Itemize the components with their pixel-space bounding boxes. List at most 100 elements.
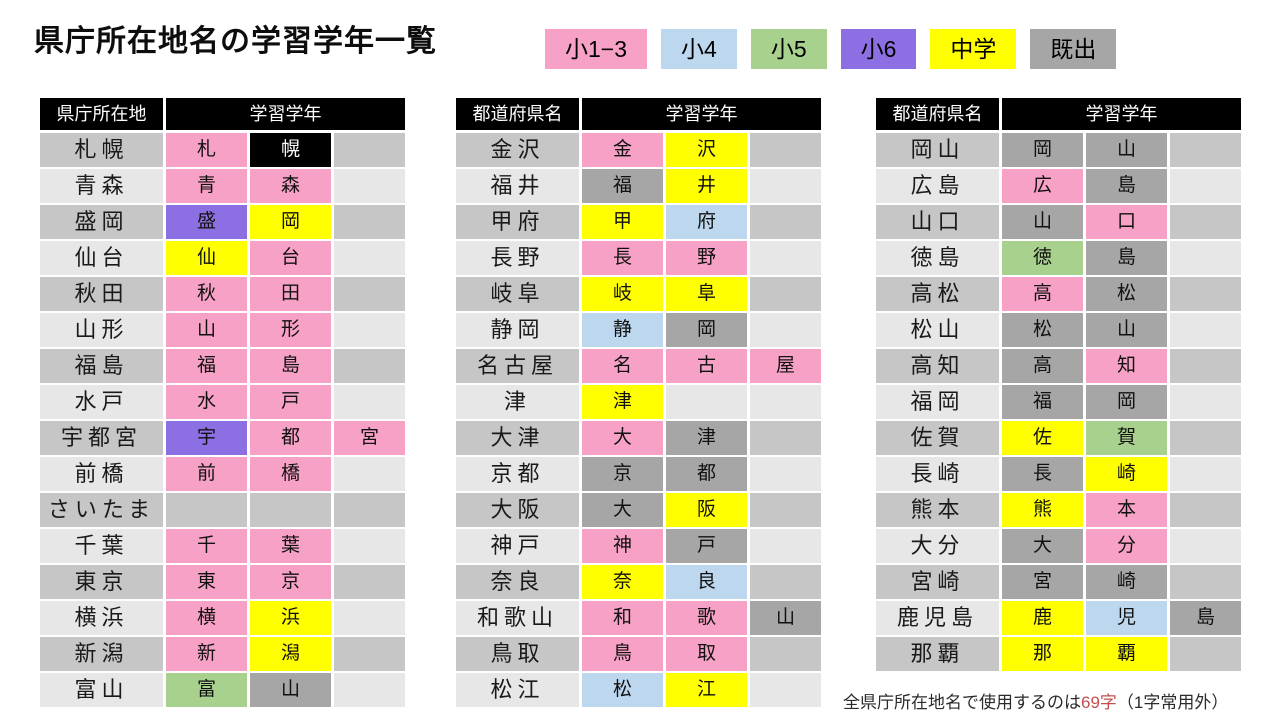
table-body: 札幌札幌青森青森盛岡盛岡仙台仙台秋田秋田山形山形福島福島水戸水戸宇都宮宇都宮前橋… (40, 133, 405, 707)
table-row: 大津大津 (456, 421, 821, 455)
kanji-grade-cell: 京 (250, 565, 331, 599)
kanji-grade-cell: 京 (582, 457, 663, 491)
kanji-grade-cell: 岡 (666, 313, 747, 347)
legend-item-pink: 小1−3 (545, 29, 648, 69)
empty-grade-cell (334, 169, 405, 203)
table-row: 富山富山 (40, 673, 405, 707)
kanji-grade-cell: 屋 (750, 349, 821, 383)
empty-grade-cell (1170, 385, 1241, 419)
empty-grade-cell (334, 313, 405, 347)
table-header-row: 都道府県名 学習学年 (876, 98, 1241, 130)
empty-grade-cell (334, 277, 405, 311)
city-name-cell: 高知 (876, 349, 999, 383)
city-name-cell: 水戸 (40, 385, 163, 419)
table-row: 静岡静岡 (456, 313, 821, 347)
kanji-grade-cell: 岡 (1002, 133, 1083, 167)
empty-grade-cell (334, 637, 405, 671)
table-row: 甲府甲府 (456, 205, 821, 239)
city-name-cell: 鳥取 (456, 637, 579, 671)
table-capital-names-2: 都道府県名 学習学年 金沢金沢福井福井甲府甲府長野長野岐阜岐阜静岡静岡名古屋名古… (456, 98, 821, 709)
empty-grade-cell (750, 421, 821, 455)
empty-grade-cell (750, 313, 821, 347)
city-name-cell: 大阪 (456, 493, 579, 527)
kanji-grade-cell: 鹿 (1002, 601, 1083, 635)
kanji-grade-cell: 新 (166, 637, 247, 671)
kanji-grade-cell: 良 (666, 565, 747, 599)
table-row: 神戸神戸 (456, 529, 821, 563)
city-name-cell: 鹿児島 (876, 601, 999, 635)
table-row: 岡山岡山 (876, 133, 1241, 167)
city-name-cell: 甲府 (456, 205, 579, 239)
kanji-grade-cell: 長 (582, 241, 663, 275)
city-name-cell: 徳島 (876, 241, 999, 275)
kanji-grade-cell: 札 (166, 133, 247, 167)
table-row: 高知高知 (876, 349, 1241, 383)
city-name-cell: 仙台 (40, 241, 163, 275)
city-name-cell: 松山 (876, 313, 999, 347)
footnote-suffix: （1字常用外） (1116, 693, 1229, 712)
column-header-city: 都道府県名 (876, 98, 999, 130)
city-name-cell: 横浜 (40, 601, 163, 635)
column-header-city: 県庁所在地 (40, 98, 163, 130)
kanji-grade-cell: 佐 (1002, 421, 1083, 455)
kanji-grade-cell: 仙 (166, 241, 247, 275)
empty-grade-cell (334, 529, 405, 563)
empty-grade-cell (1170, 241, 1241, 275)
empty-grade-cell (1170, 169, 1241, 203)
legend-item-gray: 既出 (1030, 29, 1117, 69)
city-name-cell: 盛岡 (40, 205, 163, 239)
kanji-grade-cell: 熊 (1002, 493, 1083, 527)
table-row: 大阪大阪 (456, 493, 821, 527)
table-row: 徳島徳島 (876, 241, 1241, 275)
empty-grade-cell (334, 493, 405, 527)
legend-item-yellow: 中学 (930, 29, 1017, 69)
kanji-grade-cell: 島 (1086, 241, 1167, 275)
city-name-cell: 津 (456, 385, 579, 419)
city-name-cell: 札幌 (40, 133, 163, 167)
kanji-grade-cell: 葉 (250, 529, 331, 563)
empty-grade-cell (1170, 457, 1241, 491)
city-name-cell: 大分 (876, 529, 999, 563)
kanji-grade-cell: 福 (1002, 385, 1083, 419)
city-name-cell: 岡山 (876, 133, 999, 167)
footnote: 全県庁所在地名で使用するのは69字（1字常用外） (843, 688, 1228, 713)
city-name-cell: 高松 (876, 277, 999, 311)
city-name-cell: 静岡 (456, 313, 579, 347)
legend-item-blue: 小4 (661, 29, 737, 69)
city-name-cell: 名古屋 (456, 349, 579, 383)
column-header-grades: 学習学年 (582, 98, 821, 130)
kanji-grade-cell: 松 (1086, 277, 1167, 311)
kanji-grade-cell: 金 (582, 133, 663, 167)
city-name-cell: 宇都宮 (40, 421, 163, 455)
kanji-grade-cell: 山 (1086, 313, 1167, 347)
empty-grade-cell (334, 565, 405, 599)
kanji-grade-cell: 田 (250, 277, 331, 311)
kanji-grade-cell: 長 (1002, 457, 1083, 491)
empty-grade-cell (334, 205, 405, 239)
kanji-grade-cell: 宇 (166, 421, 247, 455)
city-name-cell: 和歌山 (456, 601, 579, 635)
table-row: 青森青森 (40, 169, 405, 203)
table-row: 広島広島 (876, 169, 1241, 203)
kanji-grade-cell: 静 (582, 313, 663, 347)
empty-grade-cell (1170, 493, 1241, 527)
table-row: 熊本熊本 (876, 493, 1241, 527)
kanji-grade-cell: 阜 (666, 277, 747, 311)
kanji-grade-cell: 岐 (582, 277, 663, 311)
empty-grade-cell (334, 457, 405, 491)
city-name-cell: 福井 (456, 169, 579, 203)
table-row: 宮崎宮崎 (876, 565, 1241, 599)
empty-grade-cell (750, 205, 821, 239)
table-row: 横浜横浜 (40, 601, 405, 635)
kanji-grade-cell: 徳 (1002, 241, 1083, 275)
kanji-grade-cell: 横 (166, 601, 247, 635)
footnote-highlight-count: 69字 (1081, 693, 1117, 712)
kanji-grade-cell: 千 (166, 529, 247, 563)
kanji-grade-cell: 浜 (250, 601, 331, 635)
table-row: 札幌札幌 (40, 133, 405, 167)
empty-grade-cell (1170, 565, 1241, 599)
city-name-cell: 宮崎 (876, 565, 999, 599)
table-row: 大分大分 (876, 529, 1241, 563)
kanji-grade-cell: 古 (666, 349, 747, 383)
empty-grade-cell (334, 673, 405, 707)
